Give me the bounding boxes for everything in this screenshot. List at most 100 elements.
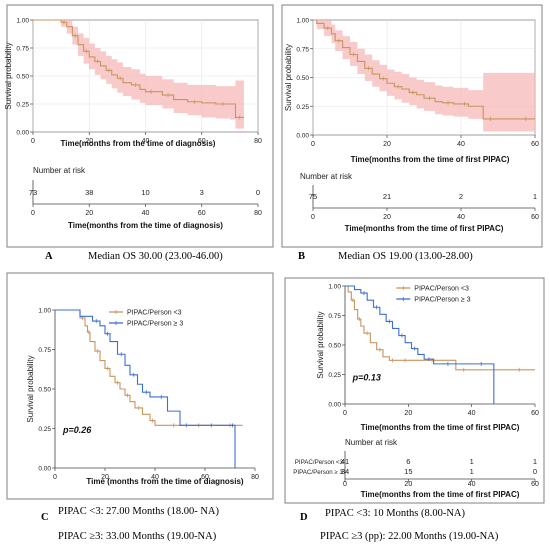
y-tick-label: 0.50 (328, 343, 341, 350)
y-tick-label: 0.75 (38, 347, 51, 354)
risk-count: 75 (309, 192, 317, 201)
risk-count: 0 (533, 467, 537, 476)
legend-label: PIPAC/Person <3 (414, 286, 469, 293)
legend-label: PIPAC/Person ≥ 3 (127, 321, 183, 328)
y-tick-label: 0.75 (296, 46, 309, 53)
legend-label: PIPAC/Person <3 (127, 310, 182, 317)
x-tick-label: 20 (383, 141, 391, 148)
risk-table-title: Number at risk (300, 172, 353, 181)
caption-c-letter: C (41, 512, 49, 523)
risk-count: 34 (341, 467, 349, 476)
y-tick-label: 0.25 (328, 372, 341, 379)
risk-count: 21 (383, 192, 391, 201)
risk-x-tick-label: 20 (85, 210, 93, 217)
risk-x-tick-label: 40 (468, 481, 476, 488)
risk-count: 6 (406, 457, 410, 466)
x-tick-label: 40 (457, 141, 465, 148)
risk-count: 73 (29, 188, 37, 197)
caption-a-letter: A (45, 251, 53, 262)
risk-x-axis-title: Time(months from the time of first PIPAC… (361, 490, 520, 499)
risk-x-tick-label: 80 (254, 210, 262, 217)
x-axis-title: Time (months from the time of diagnosis) (86, 477, 244, 486)
caption-d-text-2: PIPAC ≥3 (pp): 22.00 Months (19.00-NA) (320, 531, 499, 542)
y-tick-label: 0.25 (38, 426, 51, 433)
survival-curve (345, 285, 495, 404)
survival-curve (345, 285, 535, 371)
y-tick-label: 0.00 (38, 466, 51, 473)
x-tick-label: 0 (53, 474, 57, 481)
panel-a-risk-table: Number at risk 73 38 10 3 0 0 20 40 60 80 Time(mont… (29, 166, 262, 230)
x-tick-label: 20 (101, 474, 109, 481)
risk-x-tick-label: 0 (31, 210, 35, 217)
x-tick-label: 0 (343, 410, 347, 417)
survival-curve (33, 19, 244, 118)
risk-count: 1 (470, 457, 474, 466)
caption-d-text-1: PIPAC <3: 10 Months (8.00-NA) (325, 508, 466, 519)
x-tick-label: 60 (201, 474, 209, 481)
risk-x-tick-label: 20 (404, 481, 412, 488)
y-axis-title: Survival probability (316, 311, 325, 378)
risk-x-tick-label: 40 (142, 210, 150, 217)
x-axis-title: Time(months from the time of diagnosis) (61, 139, 216, 148)
x-tick-label: 20 (85, 138, 93, 145)
caption-c-text-1: PIPAC <3: 27.00 Months (18.00- NA) (58, 506, 220, 517)
y-tick-label: 0.75 (328, 313, 341, 320)
x-tick-label: 60 (531, 410, 539, 417)
panel-c-frame (6, 272, 274, 500)
y-tick-label: 0.50 (16, 74, 29, 81)
y-tick-label: 1.00 (296, 18, 309, 25)
y-axis-title: Survival probability (26, 355, 35, 422)
p-value-label: p=0.13 (352, 372, 381, 382)
risk-x-axis-title: Time(months from the time of diagnosis) (68, 221, 223, 230)
y-tick-label: 1.00 (328, 284, 341, 291)
risk-x-tick-label: 60 (531, 214, 539, 221)
risk-table-title: Number at risk (345, 438, 398, 447)
caption-b-letter: B (298, 251, 306, 262)
x-tick-label: 80 (251, 474, 259, 481)
x-tick-label: 40 (468, 410, 476, 417)
risk-x-tick-label: 20 (383, 214, 391, 221)
risk-count: 1 (533, 457, 537, 466)
risk-count: 1 (470, 467, 474, 476)
risk-row-label: PIPAC/Person ≥ 3 (293, 469, 343, 476)
y-tick-label: 0.75 (16, 46, 29, 53)
x-axis-title: Time(months from the time of first PIPAC… (361, 423, 520, 432)
y-tick-label: 0.00 (328, 402, 341, 409)
p-value-label: p=0.26 (62, 425, 92, 435)
legend-label: PIPAC/Person ≥ 3 (414, 297, 470, 304)
y-tick-label: 0.50 (38, 387, 51, 394)
y-axis-title: Survival probability (4, 42, 13, 109)
panel-d-plot: 0 20 40 60 0.00 0.25 0.50 0.75 1.00 Survival prob… (316, 284, 539, 433)
risk-x-tick-label: 0 (343, 481, 347, 488)
caption-d-letter: D (300, 512, 308, 523)
risk-x-tick-label: 0 (311, 214, 315, 221)
x-tick-label: 0 (31, 138, 35, 145)
risk-x-tick-label: 60 (531, 481, 539, 488)
survival-curve (313, 19, 535, 120)
caption-a-text: Median OS 30.00 (23.00-46.00) (88, 251, 223, 262)
panel-a-plot: 0 20 40 60 80 0.00 0.25 0.50 0.75 1.00 Survival pr… (4, 18, 262, 149)
risk-count: 15 (404, 467, 412, 476)
y-tick-label: 1.00 (16, 18, 29, 25)
x-tick-label: 40 (151, 474, 159, 481)
caption-b-text: Median OS 19.00 (13.00-28.00) (338, 251, 473, 262)
x-tick-label: 60 (198, 138, 206, 145)
y-tick-label: 0.25 (296, 104, 309, 111)
risk-x-axis-title: Time(months from the time of first PIPAC… (345, 224, 504, 233)
y-tick-label: 0.00 (296, 133, 309, 140)
risk-row-label: PIPAC/Person <3 (295, 459, 344, 466)
risk-table-title: Number at risk (33, 166, 86, 175)
panel-c-plot: 0 20 40 60 80 0.00 0.25 0.50 0.75 1.00 Survival pr… (26, 308, 259, 487)
y-tick-label: 0.50 (296, 75, 309, 82)
x-tick-label: 40 (142, 138, 150, 145)
confidence-band (313, 20, 535, 132)
panel-b-plot: 0 20 40 60 0.00 0.25 0.50 0.75 1.00 Survival prob… (284, 18, 539, 165)
x-tick-label: 60 (531, 141, 539, 148)
risk-count: 2 (459, 192, 463, 201)
risk-count: 1 (533, 192, 537, 201)
risk-count: 10 (141, 188, 149, 197)
x-axis-title: Time(months from the time of first PIPAC… (351, 155, 510, 164)
y-tick-label: 1.00 (38, 308, 51, 315)
